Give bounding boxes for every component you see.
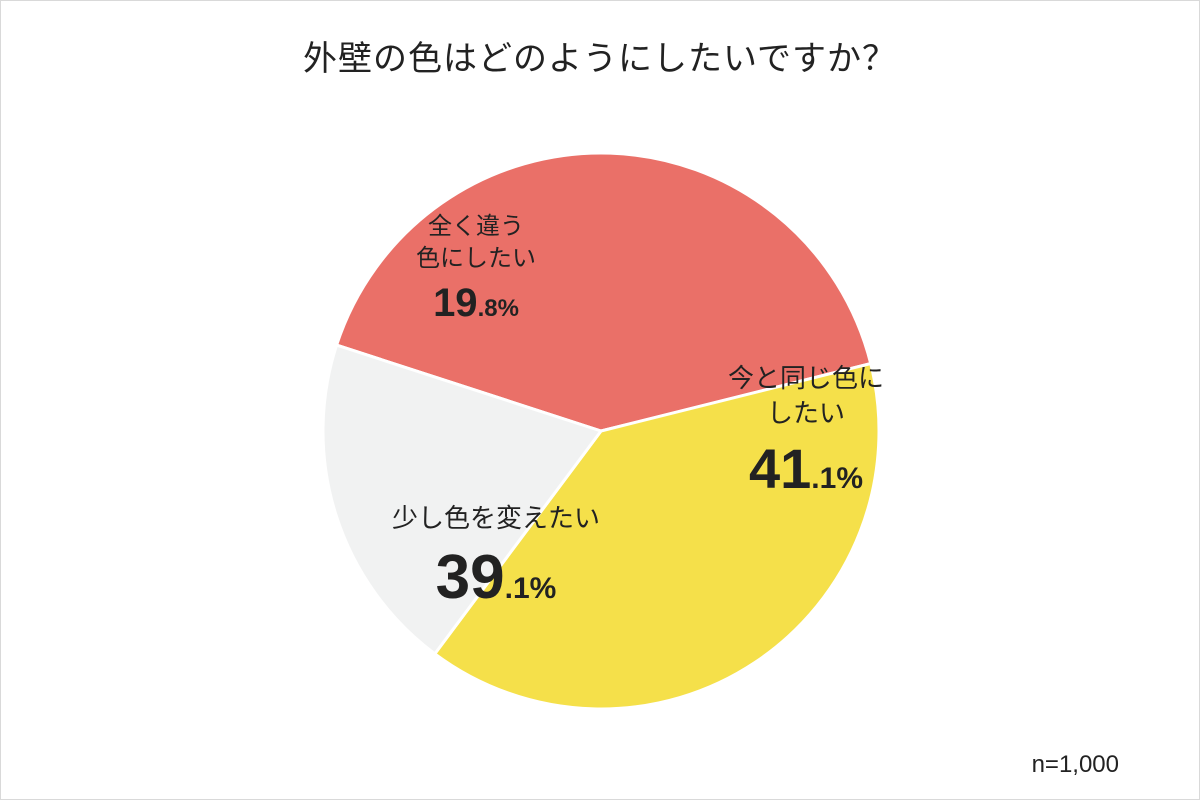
chart-frame: 外壁の色はどのようにしたいですか？ 今と同じ色に したい41.1%少し色を変えた… xyxy=(0,0,1200,800)
slice-percent-frac-same: .1% xyxy=(811,462,863,495)
slice-percent-little: 39.1% xyxy=(346,536,646,620)
slice-percent-different: 19.8% xyxy=(376,276,576,330)
pie-chart xyxy=(1,1,1200,801)
slice-percent-same: 41.1% xyxy=(676,431,936,507)
slice-percent-int-different: 19 xyxy=(433,281,478,325)
slice-percent-frac-little: .1% xyxy=(505,572,557,605)
slice-desc-little: 少し色を変えたい xyxy=(346,501,646,536)
slice-percent-frac-different: .8% xyxy=(478,295,519,322)
slice-label-different: 全く違う 色にしたい19.8% xyxy=(376,211,576,330)
slice-desc-different: 全く違う 色にしたい xyxy=(376,211,576,276)
slice-percent-int-same: 41 xyxy=(749,437,811,500)
chart-title: 外壁の色はどのようにしたいですか？ xyxy=(1,31,1199,80)
sample-size-note: n=1,000 xyxy=(1032,751,1119,779)
slice-desc-same: 今と同じ色に したい xyxy=(676,361,936,431)
slice-label-little: 少し色を変えたい39.1% xyxy=(346,501,646,620)
slice-label-same: 今と同じ色に したい41.1% xyxy=(676,361,936,507)
slice-percent-int-little: 39 xyxy=(436,543,505,612)
